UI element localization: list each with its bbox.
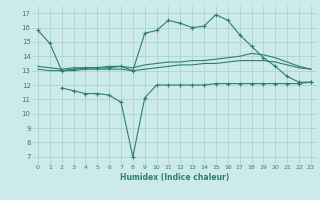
X-axis label: Humidex (Indice chaleur): Humidex (Indice chaleur) — [120, 173, 229, 182]
